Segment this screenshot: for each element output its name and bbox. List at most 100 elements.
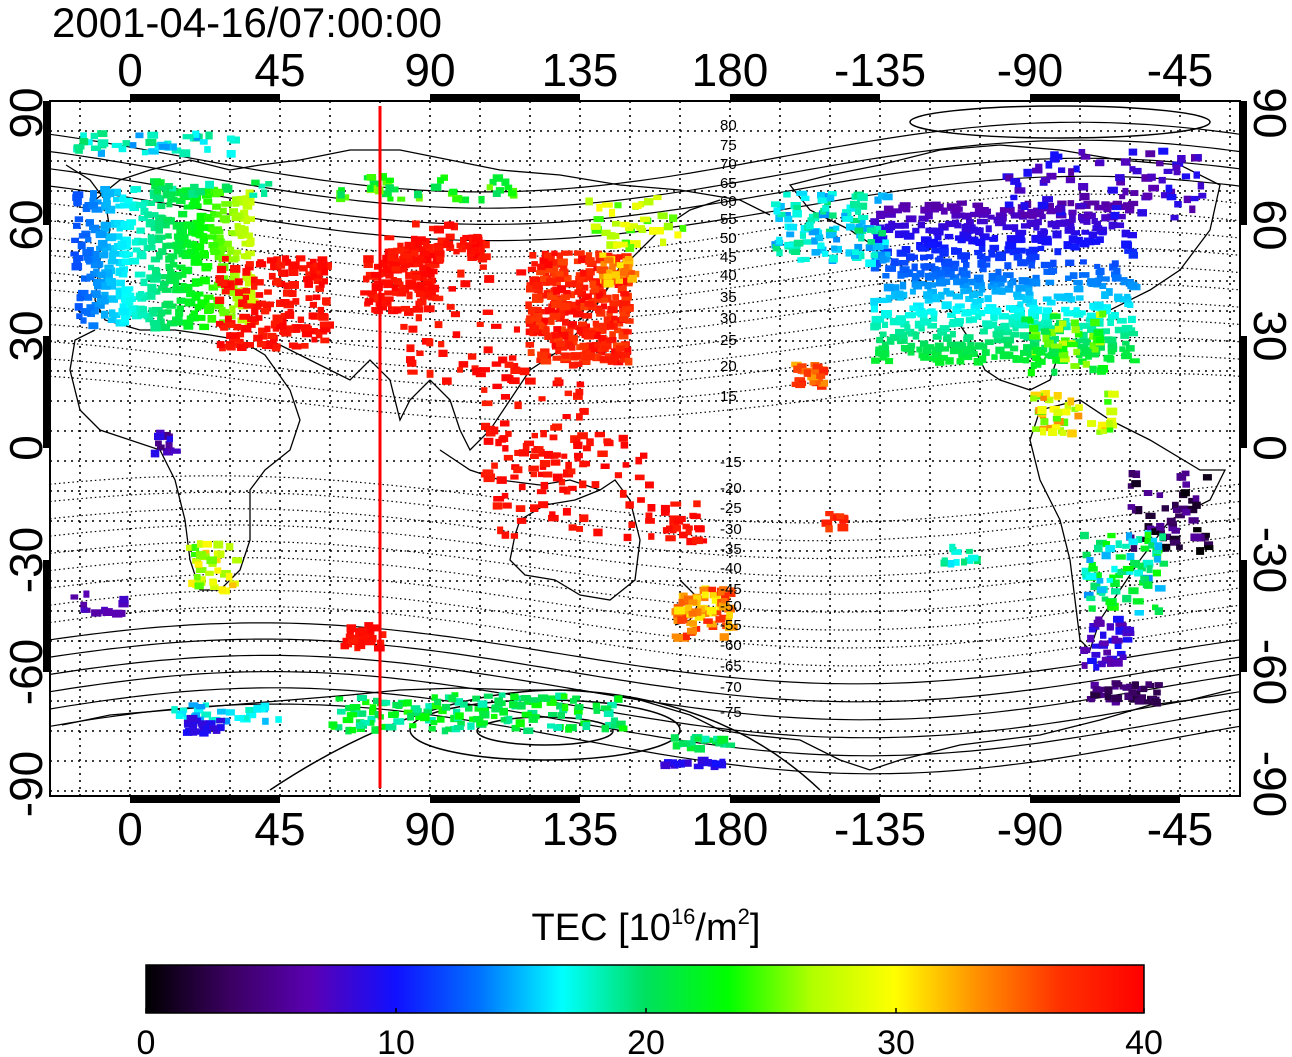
tec-cell [1070,363,1080,369]
tec-cell [380,173,387,181]
tec-cell [1103,307,1110,315]
timestamp-title: 2001-04-16/07:00:00 [52,0,442,46]
tec-cell [984,295,992,303]
tec-cell [365,271,376,280]
tec-cell [1092,686,1101,693]
tec-cell [556,344,568,351]
tec-cell [380,261,388,268]
tec-cell [593,528,603,537]
tec-cell [916,270,925,278]
tec-cell [577,276,584,284]
tec-cell [560,262,568,269]
frame-bar-left-0 [43,101,50,225]
tec-cell [184,283,193,291]
tec-cell [623,298,631,306]
tec-cell [1031,236,1039,243]
tec-cell [1190,195,1199,202]
tec-cell [1015,247,1026,254]
tec-cell [697,756,709,765]
tec-cell [136,202,147,209]
tec-cell [1092,225,1103,231]
coastline-5 [439,449,601,491]
tec-cell [1079,217,1087,224]
coastline-9 [1029,399,1227,652]
tec-cell [560,693,568,700]
tec-cell [893,290,904,298]
tec-cell [1002,272,1014,278]
tec-cell [312,268,323,277]
tec-cell [155,440,162,447]
tec-cell [458,361,469,368]
tec-cell [1069,214,1076,223]
tec-cell [1027,318,1034,324]
tec-cell [206,556,217,565]
tec-cell [1140,575,1149,583]
tec-cell [1029,305,1039,312]
tec-cell [1113,267,1121,275]
tec-cell [197,243,205,251]
coastline-0 [65,164,301,591]
tec-cell [616,254,623,260]
tec-cell [310,273,317,281]
tec-cell [883,205,894,213]
contour-label: -15 [720,454,742,471]
contour-label: -60 [720,637,742,654]
tec-cell [1085,346,1092,354]
tec-cell [1012,326,1019,332]
tec-cell [193,574,201,581]
tec-cell [516,269,527,276]
tec-cell [346,712,358,718]
tec-cell [337,191,345,199]
tec-cell [825,511,834,517]
tec-cell [156,252,163,260]
tec-cell [226,332,237,340]
tec-cell [833,237,841,243]
tec-cell [541,265,551,273]
tec-cell [567,468,576,475]
frame-bar-left-2 [43,560,50,672]
tec-cell [396,291,407,297]
y-tick-label-right: 30 [1244,310,1292,361]
tec-cell [381,700,391,706]
tec-cell [101,269,112,278]
tec-cell [817,197,828,204]
tec-cell [1157,530,1165,536]
tec-cell [1148,537,1158,544]
tec-cell [793,365,802,373]
tec-cell [1078,213,1088,221]
tec-cell [899,281,907,290]
tec-cell [1065,177,1076,184]
tec-cell [538,449,545,457]
tec-cell [984,339,994,345]
tec-cell [219,207,227,215]
tec-cell [147,219,155,225]
tec-cell [427,268,438,275]
tec-cell [160,431,171,440]
tec-cell [606,241,618,249]
tec-cell [85,219,94,227]
tec-cell [809,378,816,386]
tec-cell [1096,539,1107,546]
tec-cell [982,320,993,327]
tec-cell [89,197,97,206]
tec-cell [1115,637,1123,644]
tec-cell [533,285,543,294]
tec-cell [949,319,958,327]
tec-cell [905,312,916,318]
tec-cell [585,197,593,206]
tec-cell [579,343,589,350]
tec-cell [600,341,607,349]
tec-cell [988,249,996,258]
tec-cell [95,231,106,239]
tec-cell [579,514,589,523]
tec-cell [165,233,172,239]
tec-cell [1112,659,1123,667]
tec-cell [791,361,802,368]
tec-cell [234,278,243,286]
tec-cell [685,604,693,612]
tec-cell [619,355,630,363]
tec-cell [1055,219,1066,227]
tec-cell [1042,196,1053,203]
tec-cell [1046,172,1057,180]
tec-cell [166,276,173,285]
